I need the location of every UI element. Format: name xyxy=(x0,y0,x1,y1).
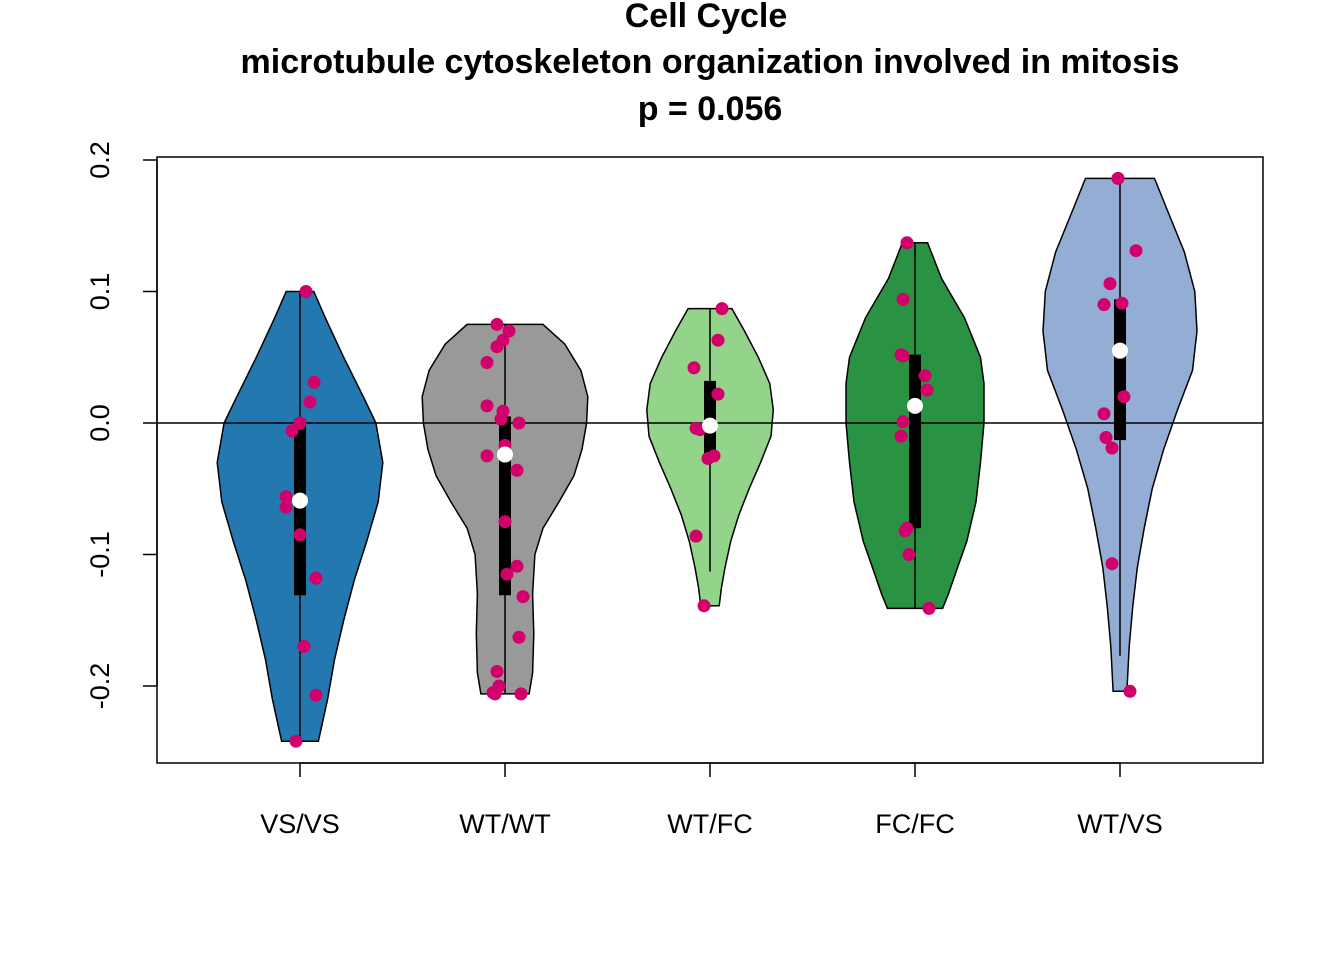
data-point-fc-fc xyxy=(896,349,910,363)
data-point-wt-fc xyxy=(701,452,715,465)
data-point-fc-fc xyxy=(900,236,914,250)
data-point-wt-wt xyxy=(510,463,524,477)
data-point-wt-wt xyxy=(514,687,528,701)
data-point-vs-vs xyxy=(279,490,293,504)
data-point-wt-wt xyxy=(502,324,516,338)
data-point-vs-vs xyxy=(299,285,313,298)
data-point-wt-wt xyxy=(490,317,504,331)
y-tick-label: -0.1 xyxy=(85,531,115,578)
x-tick-label: WT/VS xyxy=(1077,809,1163,839)
x-tick-label: FC/FC xyxy=(875,809,954,839)
chart-title: Cell Cycle xyxy=(625,0,788,35)
data-point-fc-fc xyxy=(918,369,932,383)
y-tick-label: 0.0 xyxy=(85,404,115,442)
chart-subtitle: microtubule cytoskeleton organization in… xyxy=(241,43,1180,81)
data-point-wt-vs xyxy=(1097,407,1111,421)
data-point-fc-fc xyxy=(922,601,936,615)
x-tick-label: VS/VS xyxy=(260,809,340,839)
data-point-vs-vs xyxy=(309,688,323,702)
data-point-vs-vs xyxy=(307,375,321,389)
median-marker-wt-fc xyxy=(702,417,718,434)
data-point-wt-wt xyxy=(490,340,504,354)
iqr-box-fc-fc xyxy=(909,354,921,529)
data-point-wt-vs xyxy=(1103,277,1117,291)
data-point-vs-vs xyxy=(293,528,307,542)
data-point-wt-vs xyxy=(1117,390,1131,404)
data-point-wt-vs xyxy=(1105,441,1119,455)
data-point-fc-fc xyxy=(920,383,934,397)
data-point-wt-vs xyxy=(1105,557,1119,571)
data-point-wt-vs xyxy=(1115,296,1129,310)
data-point-wt-wt xyxy=(510,559,524,573)
data-point-wt-vs xyxy=(1111,171,1125,185)
data-point-wt-wt xyxy=(480,449,494,463)
data-point-vs-vs xyxy=(297,640,311,653)
y-tick-label: -0.2 xyxy=(85,663,115,710)
median-marker-vs-vs xyxy=(292,492,308,509)
data-point-vs-vs xyxy=(279,500,293,514)
data-point-wt-wt xyxy=(480,356,494,369)
iqr-box-wt-vs xyxy=(1114,299,1126,441)
data-point-wt-wt xyxy=(480,399,494,413)
data-point-wt-wt xyxy=(490,665,504,678)
median-marker-wt-wt xyxy=(497,446,513,463)
data-point-fc-fc xyxy=(894,429,908,443)
data-point-vs-vs xyxy=(285,424,299,438)
data-point-wt-wt xyxy=(488,687,502,701)
data-point-wt-wt xyxy=(494,412,508,426)
data-point-fc-fc xyxy=(902,548,916,561)
data-point-wt-vs xyxy=(1123,684,1137,698)
data-point-vs-vs xyxy=(309,571,323,585)
data-point-wt-fc xyxy=(711,333,725,347)
data-point-wt-wt xyxy=(512,630,526,644)
p-value-annotation: p = 0.056 xyxy=(638,90,783,128)
data-point-vs-vs xyxy=(293,416,307,430)
plot-area: -0.2 -0.1 0.0 0.1 0.2 VS/VS WT/WT WT/FC FC/FC WT/… xyxy=(85,141,1264,839)
data-point-wt-fc xyxy=(711,387,725,401)
median-marker-fc-fc xyxy=(907,397,923,414)
data-point-vs-vs xyxy=(289,734,303,748)
data-point-wt-fc xyxy=(697,599,711,613)
data-point-wt-wt xyxy=(516,590,530,604)
data-point-wt-fc xyxy=(715,302,729,316)
data-point-fc-fc xyxy=(896,415,910,429)
data-point-fc-fc xyxy=(898,524,912,538)
data-point-wt-wt xyxy=(512,416,526,430)
median-marker-wt-vs xyxy=(1112,342,1128,359)
data-point-wt-vs xyxy=(1097,298,1111,312)
data-point-wt-fc xyxy=(689,529,703,543)
data-point-wt-fc xyxy=(687,361,701,375)
data-point-wt-vs xyxy=(1099,431,1113,444)
data-point-wt-vs xyxy=(1129,244,1143,258)
data-point-fc-fc xyxy=(896,292,910,306)
x-tick-label: WT/WT xyxy=(459,809,550,839)
y-tick-label: 0.2 xyxy=(85,141,115,179)
y-tick-label: 0.1 xyxy=(85,273,115,311)
x-tick-label: WT/FC xyxy=(667,809,752,839)
data-point-vs-vs xyxy=(303,395,317,409)
data-point-wt-wt xyxy=(500,567,514,581)
data-point-wt-wt xyxy=(498,515,512,529)
